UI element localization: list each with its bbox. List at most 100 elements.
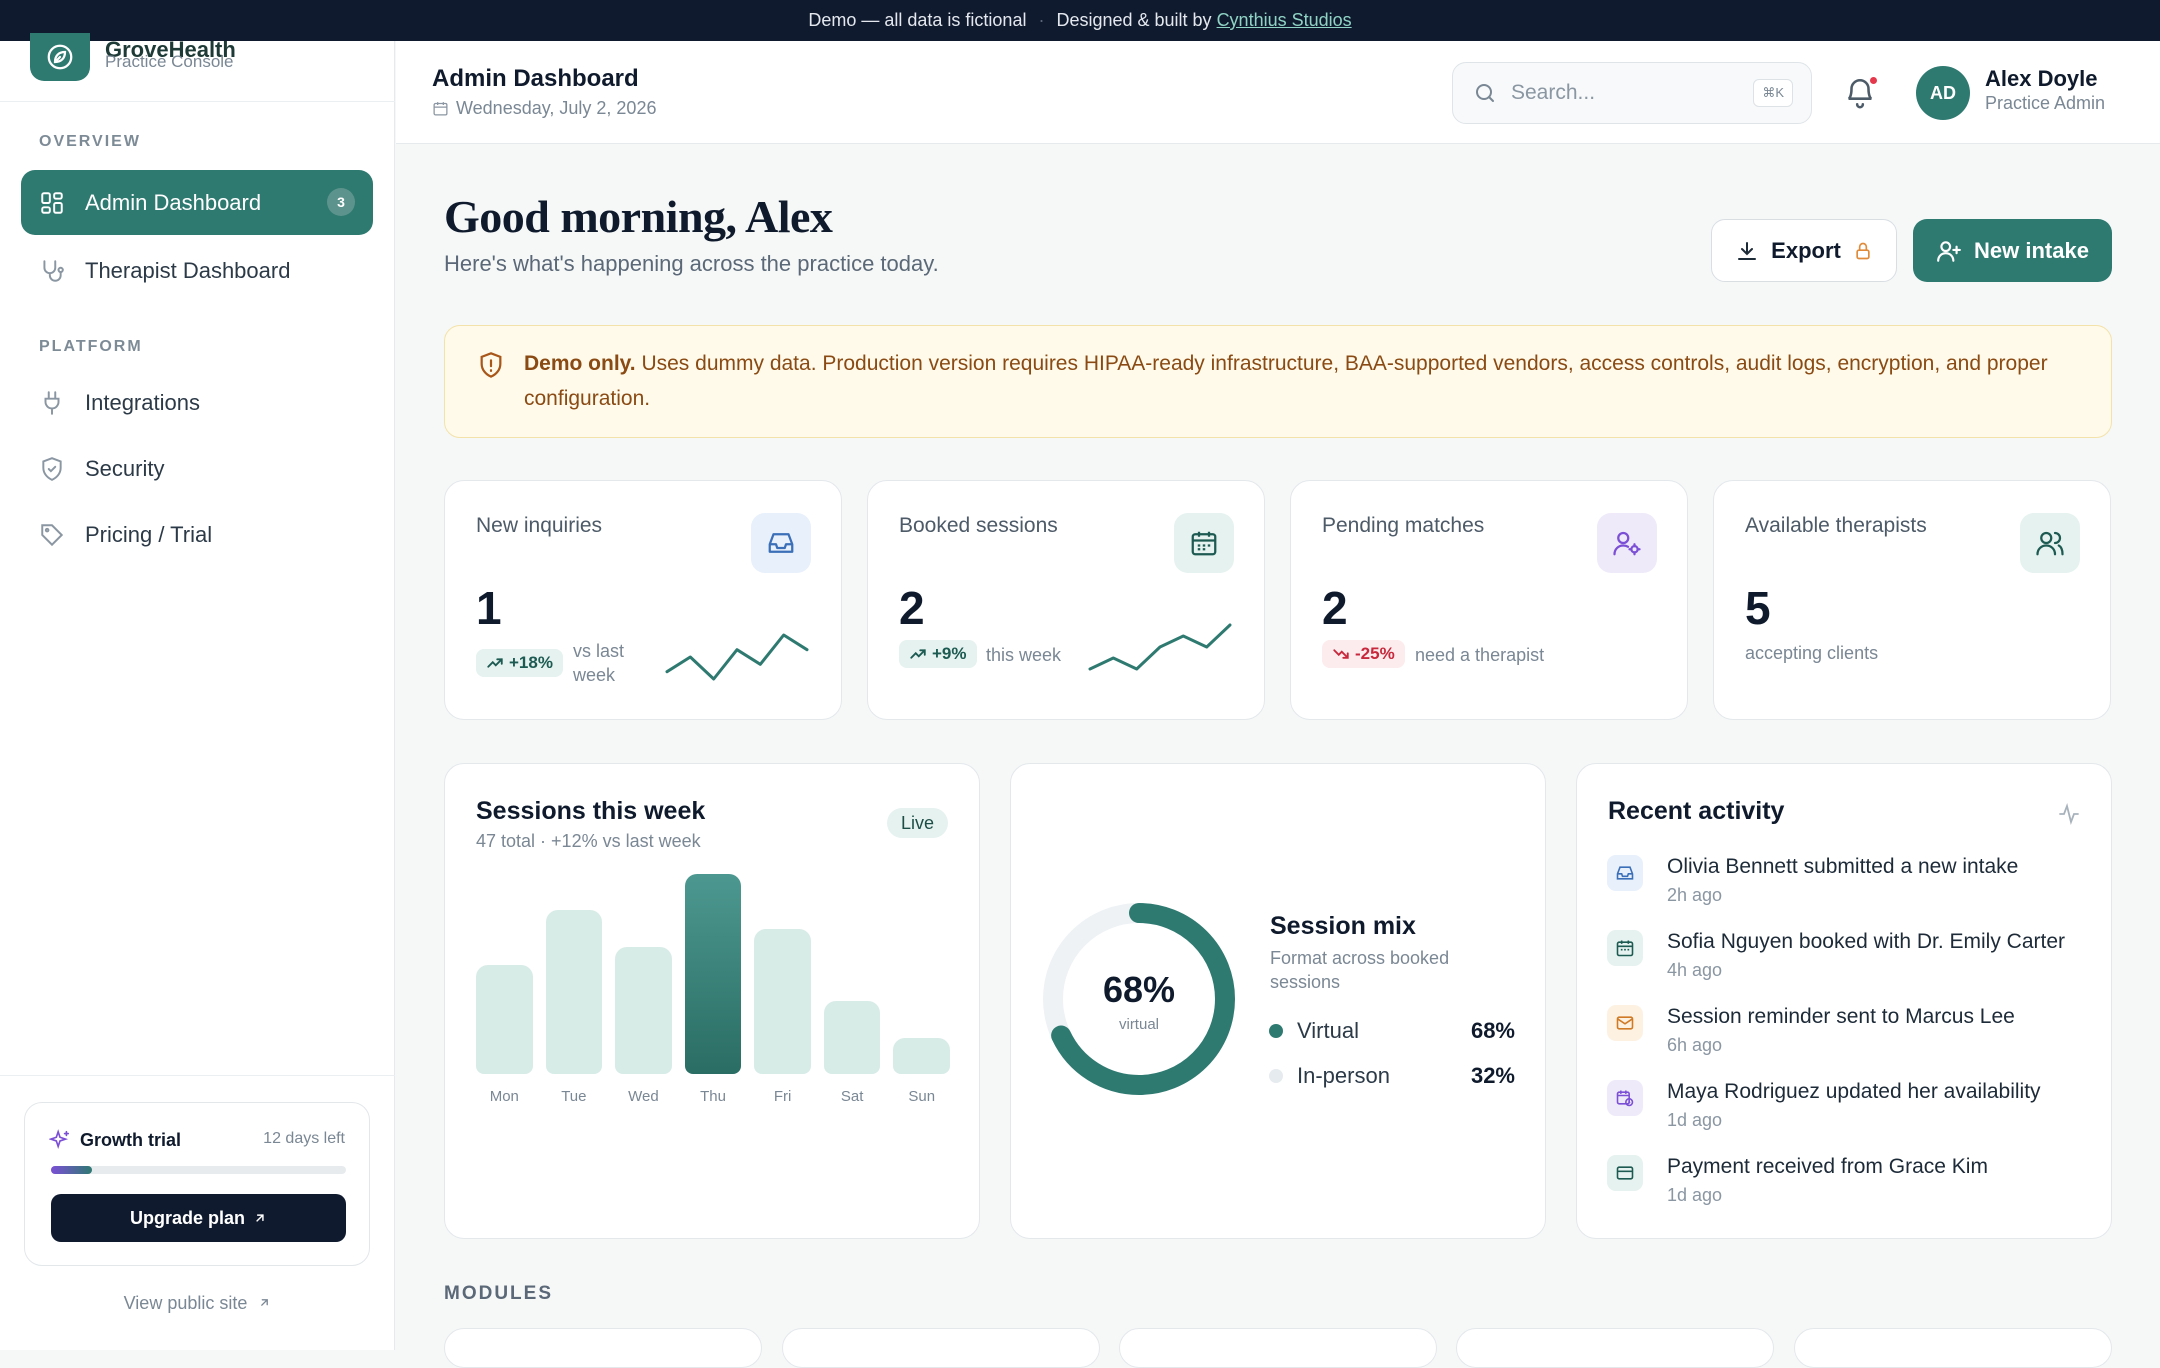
greeting-subtitle: Here's what's happening across the pract… (444, 251, 939, 276)
kpi-card-new-inquiries[interactable]: New inquiries 1 +18% vs last week (444, 480, 842, 720)
upgrade-plan-button[interactable]: Upgrade plan (51, 1194, 346, 1242)
brand-logo[interactable] (30, 33, 90, 81)
stethoscope-icon (43, 259, 64, 282)
sidebar-item-therapist-dashboard[interactable]: Therapist Dashboard (21, 238, 373, 303)
module-card[interactable] (782, 1328, 1100, 1368)
bar-tue[interactable] (545, 910, 603, 1074)
activity-text: Olivia Bennett submitted a new intake (1667, 855, 2019, 878)
bar-sun[interactable] (893, 1037, 950, 1074)
search-shortcut: ⌘K (1753, 79, 1793, 107)
sidebar-item-label: Admin Dashboard (85, 189, 262, 215)
sparkline-path (1088, 623, 1232, 671)
tag-icon (41, 523, 64, 546)
divider (0, 101, 395, 102)
section-label-overview: OVERVIEW (39, 133, 141, 150)
bar-label: Sat (840, 1088, 864, 1105)
live-badge: Live (886, 808, 948, 838)
kpi-note: need a therapist (1415, 645, 1545, 665)
demo-notice: Demo only. Uses dummy data. Production v… (444, 325, 2112, 438)
module-card[interactable] (1794, 1328, 2112, 1368)
top-header: Admin Dashboard Wednesday, July 2, 2026 … (396, 41, 2160, 144)
activity-icon[interactable] (2057, 802, 2081, 826)
kpi-value: 2 (899, 582, 925, 634)
bar-label: Thu (700, 1088, 726, 1105)
kpi-card-available-therapists[interactable]: Available therapists 5 accepting clients (1713, 480, 2111, 720)
kpi-card-pending-matches[interactable]: Pending matches 2 -25% need a therapist (1290, 480, 1688, 720)
activity-item[interactable]: Payment received from Grace Kim 1d ago (1607, 1155, 2087, 1215)
mail-icon (1607, 1005, 1643, 1041)
legend-virtual: Virtual 68% (1269, 1018, 1515, 1044)
activity-time: 1d ago (1667, 1185, 1723, 1205)
bar-label: Fri (773, 1088, 792, 1105)
kpi-note: accepting clients (1745, 643, 1879, 663)
module-card[interactable] (1456, 1328, 1774, 1368)
page-title: Admin Dashboard (432, 65, 639, 92)
bar-thu[interactable] (684, 874, 742, 1074)
activity-item[interactable]: Session reminder sent to Marcus Lee 6h a… (1607, 1005, 2087, 1065)
inbox-icon (751, 513, 811, 573)
sidebar-item-label: Integrations (85, 389, 200, 415)
recent-activity-card: Recent activity (1576, 763, 2112, 1239)
sidebar-item-admin-dashboard[interactable]: Admin Dashboard 3 (21, 170, 373, 235)
lock-icon (1856, 242, 1870, 259)
greeting-title: Good morning, Alex (444, 191, 833, 242)
bar-fri[interactable] (754, 928, 811, 1074)
grid-icon (41, 191, 63, 214)
kpi-label: New inquiries (476, 514, 603, 537)
kpi-value: 2 (1322, 582, 1348, 634)
notifications-button[interactable] (1843, 75, 1879, 111)
sidebar-item-label: Therapist Dashboard (85, 257, 291, 283)
activity-time: 2h ago (1667, 885, 1723, 905)
calendar-icon (433, 102, 448, 116)
credit-link[interactable]: Cynthius Studios (1216, 10, 1352, 30)
new-intake-button[interactable]: New intake (1913, 219, 2112, 282)
search-input[interactable]: Search... ⌘K (1452, 62, 1812, 124)
donut-slice-virtual (1043, 903, 1235, 1095)
bar-mon[interactable] (476, 964, 533, 1074)
activity-item[interactable]: Olivia Bennett submitted a new intake 2h… (1607, 855, 2087, 915)
calendar-icon (1607, 930, 1643, 966)
sidebar-item-security[interactable]: Security (21, 436, 373, 501)
bar-label: Tue (561, 1088, 587, 1105)
calendar-clock-icon (1607, 1080, 1643, 1116)
activity-time: 1d ago (1667, 1110, 1723, 1130)
activity-item[interactable]: Sofia Nguyen booked with Dr. Emily Carte… (1607, 930, 2087, 990)
view-public-site-link[interactable]: View public site (0, 1293, 395, 1314)
kpi-delta: -25% (1322, 640, 1405, 668)
bar-label: Mon (489, 1088, 519, 1105)
activity-text: Maya Rodriguez updated her availability (1667, 1080, 2041, 1103)
card-title: Recent activity (1608, 797, 1785, 825)
sparkles-icon (49, 1129, 70, 1150)
brand-subtitle: Practice Console (105, 52, 234, 71)
activity-time: 6h ago (1667, 1035, 1723, 1055)
sidebar-item-pricing[interactable]: Pricing / Trial (21, 502, 373, 567)
user-role: Practice Admin (1985, 93, 2106, 113)
user-name: Alex Doyle (1985, 66, 2098, 91)
legend-label: In-person (1297, 1063, 1390, 1088)
sidebar-item-integrations[interactable]: Integrations (21, 370, 373, 435)
sidebar-item-label: Security (85, 455, 165, 481)
avatar[interactable]: AD (1916, 66, 1970, 120)
notice-bold: Demo only. (524, 352, 636, 375)
bar-chart: Mon Tue Wed Thu Fri Sat Sun (476, 864, 950, 1184)
bar-sat[interactable] (823, 1001, 881, 1074)
activity-item[interactable]: Maya Rodriguez updated her availability … (1607, 1080, 2087, 1140)
arrow-up-right-icon (256, 1214, 264, 1222)
donut-chart (1043, 903, 1235, 1095)
export-button[interactable]: Export (1711, 219, 1897, 282)
card-subtitle: 47 total · +12% vs last week (476, 831, 701, 851)
sparkline (665, 633, 809, 681)
new-intake-label: New intake (1974, 237, 2089, 263)
kpi-card-booked-sessions[interactable]: Booked sessions 2 +9% this week (867, 480, 1265, 720)
session-mix-title: Session mix (1270, 912, 1416, 940)
donut-center-value: 68% (1102, 969, 1176, 1010)
divider (0, 1075, 395, 1076)
kpi-note: this week (986, 645, 1062, 665)
export-label: Export (1771, 237, 1841, 263)
notice-text: Uses dummy data. Production version requ… (524, 352, 2048, 410)
bar-wed[interactable] (615, 946, 672, 1074)
module-card[interactable] (444, 1328, 762, 1368)
search-icon (1476, 84, 1494, 102)
module-card[interactable] (1119, 1328, 1437, 1368)
bar-label: Wed (628, 1088, 659, 1105)
